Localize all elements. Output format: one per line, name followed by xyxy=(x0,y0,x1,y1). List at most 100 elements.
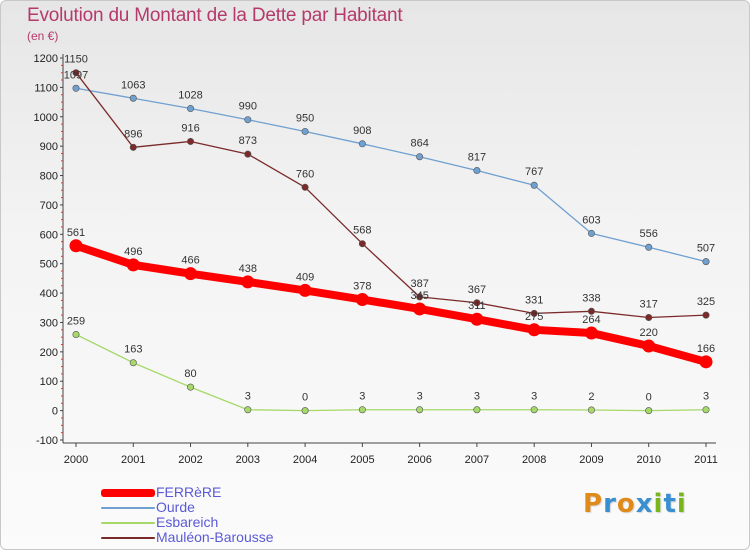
brand-logo: Proxiti xyxy=(583,489,687,519)
x-tick-label: 2005 xyxy=(350,454,374,466)
data-point xyxy=(301,183,309,191)
data-label: 438 xyxy=(239,263,257,275)
legend-label: Ourde xyxy=(156,499,195,515)
data-point xyxy=(301,407,309,415)
data-point xyxy=(187,137,195,145)
data-label: 0 xyxy=(302,392,308,404)
data-point xyxy=(72,69,80,77)
x-tick-label: 2000 xyxy=(64,454,88,466)
brand-letter: i xyxy=(653,489,664,519)
data-point xyxy=(530,309,538,317)
data-point xyxy=(473,167,481,175)
data-label: 338 xyxy=(582,292,600,304)
data-point xyxy=(184,267,198,281)
data-point xyxy=(473,406,481,414)
y-tick-label: 700 xyxy=(40,200,58,212)
data-point xyxy=(187,383,195,391)
data-label: 3 xyxy=(474,391,480,403)
data-label: 3 xyxy=(359,391,365,403)
data-point xyxy=(584,326,598,340)
data-point xyxy=(413,302,427,316)
data-label: 275 xyxy=(525,311,543,323)
x-tick-label: 2010 xyxy=(636,454,660,466)
x-tick-label: 2011 xyxy=(694,454,718,466)
data-label: 760 xyxy=(296,168,314,180)
data-point xyxy=(187,105,195,113)
data-label: 767 xyxy=(525,166,543,178)
data-label: 561 xyxy=(67,227,85,239)
data-point xyxy=(416,406,424,414)
legend-swatch xyxy=(101,522,155,524)
data-label: 80 xyxy=(184,368,196,380)
data-point xyxy=(702,311,710,319)
data-point xyxy=(587,229,595,237)
y-tick-label: -100 xyxy=(36,435,58,447)
data-point xyxy=(241,275,255,289)
x-tick-label: 2009 xyxy=(579,454,603,466)
data-point xyxy=(358,240,366,248)
legend-swatch xyxy=(101,507,155,509)
data-point xyxy=(72,84,80,92)
data-label: 2 xyxy=(588,391,594,403)
x-tick-label: 2004 xyxy=(293,454,317,466)
x-tick-label: 2007 xyxy=(465,454,489,466)
series-line-0 xyxy=(72,241,710,366)
data-label: 387 xyxy=(410,278,428,290)
data-label: 990 xyxy=(239,101,257,113)
data-point xyxy=(527,323,541,337)
legend-label: Mauléon-Barousse xyxy=(156,529,274,545)
data-point xyxy=(355,293,369,307)
chart-unit: (en €) xyxy=(27,29,59,43)
data-label: 556 xyxy=(640,228,658,240)
data-point xyxy=(126,258,140,272)
y-tick-label: 300 xyxy=(40,317,58,329)
data-point xyxy=(129,359,137,367)
y-tick-label: 100 xyxy=(40,376,58,388)
data-label: 409 xyxy=(296,271,314,283)
data-label: 466 xyxy=(181,255,199,267)
data-label: 496 xyxy=(124,246,142,258)
data-label: 331 xyxy=(525,294,543,306)
chart-title: Evolution du Montant de la Dette par Hab… xyxy=(27,5,403,26)
y-tick-label: 0 xyxy=(52,406,58,418)
data-label: 163 xyxy=(124,344,142,356)
data-label: 507 xyxy=(697,243,715,255)
data-point xyxy=(129,143,137,151)
data-point xyxy=(470,312,484,326)
x-tick-label: 2003 xyxy=(236,454,260,466)
data-point xyxy=(645,313,653,321)
brand-letter: P xyxy=(583,489,604,519)
data-point xyxy=(587,307,595,315)
data-point xyxy=(72,331,80,339)
data-point xyxy=(702,258,710,266)
data-point xyxy=(244,116,252,124)
data-point xyxy=(702,406,710,414)
data-label: 345 xyxy=(410,290,428,302)
data-point xyxy=(587,406,595,414)
data-label: 3 xyxy=(417,391,423,403)
data-point xyxy=(358,406,366,414)
data-point xyxy=(473,299,481,307)
data-label: 603 xyxy=(582,214,600,226)
data-point xyxy=(642,339,656,353)
data-point xyxy=(298,283,312,297)
x-tick-label: 2001 xyxy=(121,454,145,466)
data-label: 916 xyxy=(181,122,199,134)
series-line-3 xyxy=(75,72,707,319)
legend-label: FERRèRE xyxy=(156,484,222,500)
y-tick-label: 1100 xyxy=(34,82,58,94)
data-label: 3 xyxy=(703,391,709,403)
x-tick-label: 2006 xyxy=(407,454,431,466)
brand-letter: o xyxy=(616,489,636,519)
data-point xyxy=(530,406,538,414)
y-tick-label: 1000 xyxy=(34,112,58,124)
data-label: 325 xyxy=(697,296,715,308)
data-point xyxy=(699,355,713,369)
data-point xyxy=(645,243,653,251)
data-label: 908 xyxy=(353,125,371,137)
legend-label: Esbareich xyxy=(156,514,219,530)
data-label: 317 xyxy=(640,298,658,310)
y-tick-label: 400 xyxy=(40,288,58,300)
data-label: 873 xyxy=(239,135,257,147)
